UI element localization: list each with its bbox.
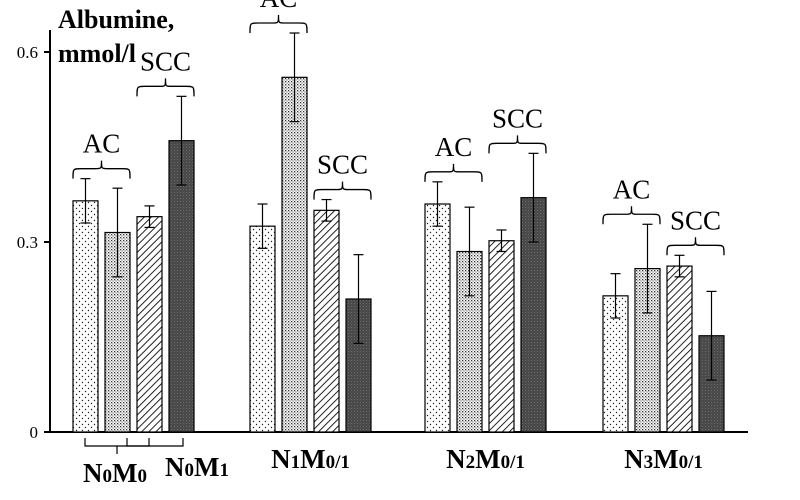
y-axis-label-line-2: mmol/l — [58, 39, 136, 68]
group-labels-layer: N0M0 N0M1 N1M0/1 N2M0/1 N3M0/1 — [83, 438, 703, 488]
group-label-subscript: 3 — [644, 452, 654, 473]
group-label-letter: N — [83, 458, 103, 488]
group-label-subscript: 1 — [219, 460, 229, 481]
ac-bracket — [249, 14, 308, 34]
error-bars-layer — [80, 32, 717, 381]
group-label-letter: N — [271, 444, 291, 474]
group-label-n1: N1M0/1 — [271, 444, 350, 474]
group-label-subscript: 0 — [103, 466, 113, 487]
ac-bracket — [602, 206, 661, 225]
group-label-subscript: 2 — [466, 452, 476, 473]
group-label-letter: N — [446, 444, 466, 474]
group-label-letter: M — [194, 452, 219, 482]
group-label-subscript: 0 — [185, 460, 195, 481]
group-label-letter: M — [300, 444, 325, 474]
ac-label: AC — [613, 174, 651, 204]
group-label-n0m0: N0M0 — [83, 458, 147, 488]
group-label-subscript: 0 — [137, 466, 147, 487]
scc-label: SCC — [670, 205, 721, 235]
group-label-subscript: 0/1 — [679, 452, 703, 473]
scc-bracket — [666, 237, 725, 256]
ac-bracket — [424, 163, 483, 182]
bar — [313, 209, 340, 433]
ac-bracket — [72, 160, 131, 179]
annotations-layer: AC SCC AC SCC AC SCC AC SCC — [83, 0, 721, 235]
y-tick-label: 0 — [30, 423, 39, 442]
scc-bracket — [488, 135, 547, 154]
bar — [72, 200, 99, 433]
group-label-letter: N — [624, 444, 644, 474]
bar — [424, 203, 451, 433]
bars-layer — [72, 76, 725, 433]
y-tick-label: 0.6 — [17, 43, 38, 62]
bar — [281, 76, 308, 433]
bar — [488, 240, 515, 433]
group-label-subscript: 0/1 — [501, 452, 525, 473]
group-label-n2: N2M0/1 — [446, 444, 525, 474]
y-ticks: 0 0.3 0.6 — [17, 43, 50, 442]
scc-bracket — [313, 181, 372, 200]
y-tick-label: 0.3 — [17, 233, 38, 252]
group-label-n0m1: N0M1 — [165, 452, 229, 482]
bar — [136, 216, 163, 433]
scc-label: SCC — [140, 46, 191, 76]
scc-label: SCC — [317, 150, 368, 180]
ac-label: AC — [260, 0, 298, 13]
group-label-n3: N3M0/1 — [624, 444, 703, 474]
ac-label: AC — [83, 129, 121, 159]
bar — [249, 225, 276, 433]
n0m0-range-bracket — [84, 438, 150, 447]
group-label-subscript: 1 — [291, 452, 301, 473]
ac-label: AC — [435, 132, 473, 162]
group-label-letter: N — [165, 452, 185, 482]
group-label-subscript: 0/1 — [326, 452, 350, 473]
group-label-letter: M — [475, 444, 500, 474]
scc-bracket — [136, 78, 195, 97]
group-label-letter: M — [653, 444, 678, 474]
scc-label: SCC — [492, 103, 543, 133]
n0m1-range-bracket — [126, 438, 184, 447]
group-label-letter: M — [112, 458, 137, 488]
bar — [168, 140, 195, 433]
bar — [666, 265, 693, 433]
y-axis-label-line-1: Albumine, — [58, 5, 174, 34]
